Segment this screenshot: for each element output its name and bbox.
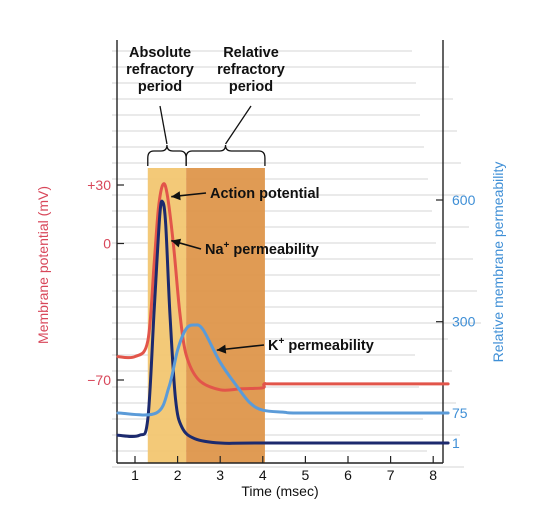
x-tick-label: 1 (131, 467, 139, 483)
background-text-line (112, 98, 453, 100)
annotation-arrow-head (171, 191, 181, 201)
y-right-axis-title: Relative membrane permeability (490, 162, 506, 363)
background-text-line (112, 322, 481, 324)
x-axis-title: Time (msec) (241, 483, 318, 499)
annotation-label: K+ permeability (268, 336, 374, 354)
axes: 1 2 3 4 5 6 7 8 +30 0 −70 600 300 75 1 Time (msec) Membr… (35, 40, 506, 499)
region-label-line: refractory (217, 62, 285, 78)
x-tick-label: 6 (344, 467, 352, 483)
series-line (116, 199, 450, 445)
y-left-tick-label: 0 (103, 236, 111, 252)
x-tick-label: 3 (216, 467, 224, 483)
region-label-line: period (229, 79, 273, 95)
x-tick-label: 4 (259, 467, 267, 483)
y-left-tick-label: +30 (87, 177, 111, 193)
y-left-tick-label: −70 (87, 372, 111, 388)
region-bracket (185, 144, 266, 166)
y-right-tick-label: 300 (452, 314, 476, 330)
background-text-line (112, 66, 449, 68)
background-text-line (112, 338, 448, 340)
region-bracket-pointer (224, 105, 252, 145)
background-text-line (112, 50, 412, 52)
y-right-tick-label: 75 (452, 405, 468, 421)
background-text-line (112, 306, 444, 308)
background-text-line (112, 178, 428, 180)
background-text-line (112, 82, 416, 84)
background-text-line (112, 194, 465, 196)
series-line (116, 323, 450, 417)
background-text-line (112, 466, 464, 468)
region-label-line: Relative (223, 45, 279, 61)
annotation-arrow-head (216, 344, 227, 354)
y-left-axis-title: Membrane potential (mV) (35, 186, 51, 344)
region-label-line: Absolute (129, 45, 191, 61)
x-tick-label: 2 (174, 467, 182, 483)
x-tick-label: 7 (387, 467, 395, 483)
faint-text-background (112, 50, 481, 468)
refractory-region (186, 168, 265, 463)
chart-labels: AbsoluterefractoryperiodRelativerefracto… (126, 45, 374, 354)
y-right-tick-label: 600 (452, 192, 476, 208)
annotation-label: Na+ permeability (205, 240, 319, 258)
background-text-line (112, 434, 460, 436)
annotation-arrow-head (171, 238, 182, 248)
series-lines (116, 182, 450, 445)
x-tick-label: 8 (429, 467, 437, 483)
region-bracket-pointer (159, 105, 168, 145)
region-label-line: period (138, 79, 182, 95)
background-text-line (112, 162, 461, 164)
background-text-line (112, 258, 473, 260)
background-text-line (112, 290, 477, 292)
background-text-line (112, 418, 423, 420)
y-right-tick-label: 1 (452, 435, 460, 451)
background-text-line (112, 130, 457, 132)
background-text-line (112, 274, 440, 276)
region-label-line: refractory (126, 62, 194, 78)
background-text-line (112, 114, 420, 116)
region-bracket (147, 144, 187, 166)
series-line (116, 182, 450, 392)
annotation-label: Action potential (210, 186, 320, 202)
background-text-line (112, 210, 432, 212)
x-tick-label: 5 (302, 467, 310, 483)
background-text-line (112, 146, 424, 148)
background-text-line (112, 402, 456, 404)
background-text-line (112, 226, 469, 228)
background-text-line (112, 242, 436, 244)
background-text-line (112, 370, 452, 372)
background-text-line (112, 450, 427, 452)
